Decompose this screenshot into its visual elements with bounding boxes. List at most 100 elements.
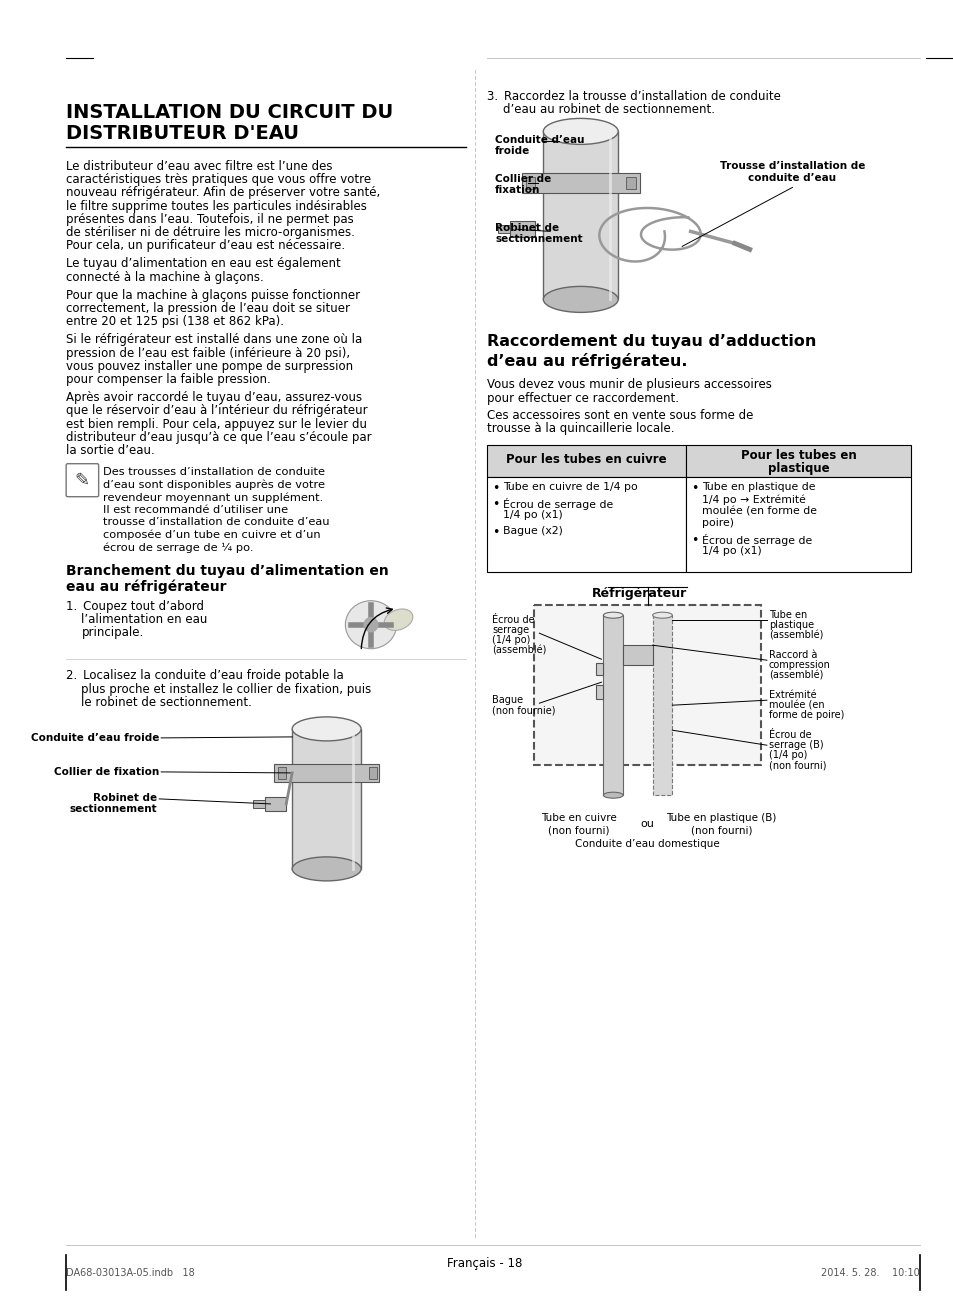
Bar bbox=[543, 131, 618, 299]
Text: Conduite d’eau froide: Conduite d’eau froide bbox=[30, 732, 159, 743]
Text: (1/4 po): (1/4 po) bbox=[768, 751, 806, 760]
Text: plastique: plastique bbox=[767, 462, 828, 475]
Ellipse shape bbox=[602, 613, 622, 618]
Text: serrage (B): serrage (B) bbox=[768, 740, 822, 751]
Text: Le tuyau d’alimentation en eau est également: Le tuyau d’alimentation en eau est égale… bbox=[66, 258, 340, 271]
Text: poire): poire) bbox=[701, 518, 733, 528]
Text: que le réservoir d’eau à l’intérieur du réfrigérateur: que le réservoir d’eau à l’intérieur du … bbox=[66, 405, 367, 418]
Text: Vous devez vous munir de plusieurs accessoires: Vous devez vous munir de plusieurs acces… bbox=[487, 379, 771, 392]
Text: pression de l’eau est faible (inférieure à 20 psi),: pression de l’eau est faible (inférieure… bbox=[66, 346, 350, 359]
Text: Conduite d’eau domestique: Conduite d’eau domestique bbox=[575, 839, 720, 850]
Text: conduite d’eau: conduite d’eau bbox=[748, 173, 836, 183]
Text: connecté à la machine à glaçons.: connecté à la machine à glaçons. bbox=[66, 271, 263, 284]
Text: 2014. 5. 28.    10:10: 2014. 5. 28. 10:10 bbox=[820, 1268, 919, 1278]
Text: Français - 18: Français - 18 bbox=[446, 1257, 521, 1270]
Text: sectionnement: sectionnement bbox=[495, 234, 582, 245]
Bar bbox=[487, 445, 685, 477]
Text: 1/4 po (x1): 1/4 po (x1) bbox=[701, 546, 760, 557]
Bar bbox=[274, 764, 378, 782]
Text: ou: ou bbox=[640, 820, 654, 829]
Text: vous pouvez installer une pompe de surpression: vous pouvez installer une pompe de surpr… bbox=[66, 360, 353, 373]
Ellipse shape bbox=[602, 792, 622, 799]
Text: moulée (en: moulée (en bbox=[768, 700, 823, 710]
Text: •: • bbox=[492, 483, 499, 496]
Text: compression: compression bbox=[768, 660, 830, 670]
FancyBboxPatch shape bbox=[66, 463, 98, 497]
Bar bbox=[292, 729, 361, 869]
Bar bbox=[521, 173, 639, 194]
Text: (non fourni): (non fourni) bbox=[768, 760, 825, 770]
Text: Raccord à: Raccord à bbox=[768, 650, 817, 660]
Text: Collier de fixation: Collier de fixation bbox=[54, 766, 159, 777]
Text: Pour cela, un purificateur d’eau est nécessaire.: Pour cela, un purificateur d’eau est néc… bbox=[66, 239, 344, 252]
Bar bbox=[602, 615, 622, 795]
Text: (non fournie): (non fournie) bbox=[492, 705, 555, 716]
Text: distributeur d’eau jusqu’à ce que l’eau s’écoule par: distributeur d’eau jusqu’à ce que l’eau … bbox=[66, 431, 371, 444]
Ellipse shape bbox=[292, 857, 361, 881]
Text: forme de poire): forme de poire) bbox=[768, 710, 843, 721]
Text: (non fourni): (non fourni) bbox=[690, 825, 752, 835]
Text: •: • bbox=[492, 498, 499, 511]
Text: trousse d’installation de conduite d’eau: trousse d’installation de conduite d’eau bbox=[103, 518, 329, 527]
Ellipse shape bbox=[652, 613, 672, 618]
Text: nouveau réfrigérateur. Afin de préserver votre santé,: nouveau réfrigérateur. Afin de préserver… bbox=[66, 186, 379, 199]
Text: Écrou de: Écrou de bbox=[768, 730, 811, 740]
Text: Tube en cuivre: Tube en cuivre bbox=[540, 813, 616, 824]
Text: •: • bbox=[690, 483, 698, 496]
Text: d’eau au robinet de sectionnement.: d’eau au robinet de sectionnement. bbox=[502, 103, 714, 116]
Bar bbox=[685, 477, 910, 572]
Text: d’eau au réfrigérateu.: d’eau au réfrigérateu. bbox=[487, 354, 687, 369]
Text: Réfrigérateur: Réfrigérateur bbox=[592, 587, 687, 600]
Text: •: • bbox=[492, 526, 499, 539]
Text: Écrou de serrage de: Écrou de serrage de bbox=[701, 535, 811, 546]
Text: caractéristiques très pratiques que vous offre votre: caractéristiques très pratiques que vous… bbox=[66, 173, 371, 186]
Text: 2. Localisez la conduite d’eau froide potable la: 2. Localisez la conduite d’eau froide po… bbox=[66, 669, 343, 682]
Text: 3. Raccordez la trousse d’installation de conduite: 3. Raccordez la trousse d’installation d… bbox=[487, 90, 781, 103]
Bar bbox=[509, 221, 535, 237]
Text: le filtre supprime toutes les particules indésirables: le filtre supprime toutes les particules… bbox=[66, 199, 366, 212]
Bar bbox=[685, 445, 910, 477]
Text: 1/4 po → Extrémité: 1/4 po → Extrémité bbox=[701, 494, 805, 505]
Bar bbox=[253, 800, 264, 808]
Text: •: • bbox=[690, 535, 698, 548]
Text: principale.: principale. bbox=[81, 626, 144, 639]
Text: plastique: plastique bbox=[768, 621, 813, 630]
Text: Ces accessoires sont en vente sous forme de: Ces accessoires sont en vente sous forme… bbox=[487, 409, 753, 422]
Circle shape bbox=[364, 618, 377, 632]
Text: d’eau sont disponibles auprès de votre: d’eau sont disponibles auprès de votre bbox=[103, 480, 325, 490]
Text: Robinet de: Robinet de bbox=[495, 224, 558, 233]
Bar bbox=[595, 664, 602, 675]
Text: Bague: Bague bbox=[492, 695, 522, 705]
Bar bbox=[264, 798, 286, 811]
Bar bbox=[278, 766, 286, 779]
Text: Des trousses d’installation de conduite: Des trousses d’installation de conduite bbox=[103, 467, 325, 477]
Text: pour effectuer ce raccordement.: pour effectuer ce raccordement. bbox=[487, 392, 679, 405]
Text: 1/4 po (x1): 1/4 po (x1) bbox=[502, 510, 562, 520]
Text: Robinet de: Robinet de bbox=[93, 792, 157, 803]
Text: Il est recommandé d’utiliser une: Il est recommandé d’utiliser une bbox=[103, 505, 288, 515]
Text: la sortie d’eau.: la sortie d’eau. bbox=[66, 444, 154, 457]
Text: trousse à la quincaillerie locale.: trousse à la quincaillerie locale. bbox=[487, 422, 674, 435]
Text: Pour les tubes en: Pour les tubes en bbox=[740, 449, 856, 462]
Text: le robinet de sectionnement.: le robinet de sectionnement. bbox=[81, 696, 252, 709]
Text: présentes dans l’eau. Toutefois, il ne permet pas: présentes dans l’eau. Toutefois, il ne p… bbox=[66, 213, 353, 226]
Text: est bien rempli. Pour cela, appuyez sur le levier du: est bien rempli. Pour cela, appuyez sur … bbox=[66, 418, 366, 431]
Text: (non fourni): (non fourni) bbox=[547, 825, 609, 835]
Text: (1/4 po): (1/4 po) bbox=[492, 635, 530, 645]
Bar bbox=[369, 766, 376, 779]
Text: (assemblé): (assemblé) bbox=[768, 630, 822, 640]
Text: Branchement du tuyau d’alimentation en: Branchement du tuyau d’alimentation en bbox=[66, 563, 388, 578]
Text: Bague (x2): Bague (x2) bbox=[502, 526, 562, 536]
Text: composée d’un tube en cuivre et d’un: composée d’un tube en cuivre et d’un bbox=[103, 530, 320, 540]
Text: Tube en: Tube en bbox=[768, 610, 806, 621]
Text: Tube en plastique de: Tube en plastique de bbox=[701, 483, 815, 492]
Text: Collier de: Collier de bbox=[495, 174, 551, 185]
Ellipse shape bbox=[292, 717, 361, 740]
Text: plus proche et installez le collier de fixation, puis: plus proche et installez le collier de f… bbox=[81, 683, 372, 696]
Text: (assemblé): (assemblé) bbox=[492, 645, 546, 656]
Bar bbox=[622, 645, 652, 665]
Text: Après avoir raccordé le tuyau d’eau, assurez-vous: Après avoir raccordé le tuyau d’eau, ass… bbox=[66, 392, 361, 405]
Text: l’alimentation en eau: l’alimentation en eau bbox=[81, 613, 208, 626]
Text: correctement, la pression de l’eau doit se situer: correctement, la pression de l’eau doit … bbox=[66, 302, 350, 315]
Text: Extrémité: Extrémité bbox=[768, 691, 816, 700]
